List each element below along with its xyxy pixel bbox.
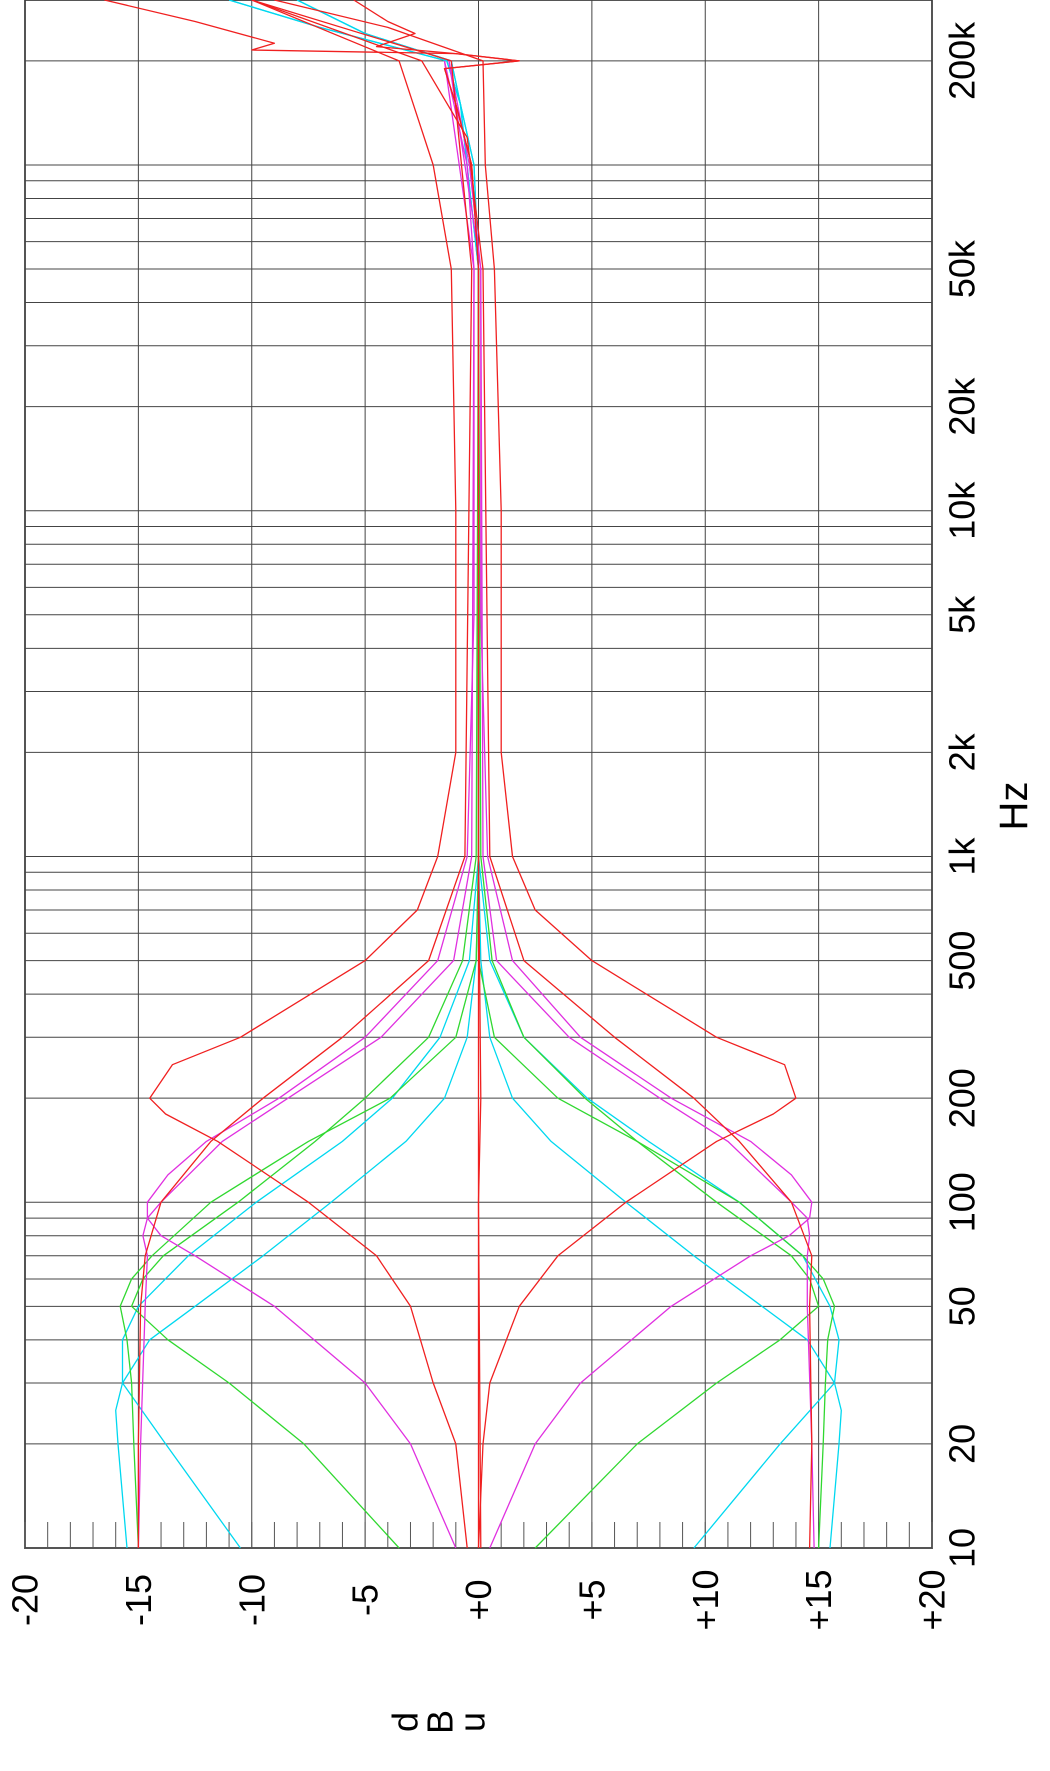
series-line-9 — [448, 60, 813, 1549]
y-tick-label: +0 — [458, 1579, 499, 1620]
y-tick-label: +5 — [571, 1579, 612, 1620]
series-line-13 — [274, 0, 797, 1549]
series-line-12 — [137, 60, 475, 1549]
y-tick-label: -20 — [5, 1574, 46, 1626]
y-axis-label-letter: u — [452, 1712, 493, 1732]
series-line-7 — [130, 269, 480, 1549]
minor-tick-marks — [24, 1522, 933, 1548]
x-tick-label: 2k — [942, 732, 983, 771]
series-line-16 — [137, 0, 473, 1548]
x-tick-label: 500 — [942, 931, 983, 991]
x-axis-tick-labels: 10 20 50 100 200 500 1k 2k 5k 10k 20k 50k 200k — [942, 21, 983, 1568]
y-tick-label: +15 — [798, 1569, 839, 1630]
series-line-5 — [477, 269, 820, 1549]
y-axis-label: dBu — [385, 1710, 493, 1734]
plot-area — [24, 0, 933, 1549]
x-tick-label: 50 — [942, 1286, 983, 1326]
x-tick-label: 50k — [942, 239, 983, 298]
x-tick-label: 1k — [942, 836, 983, 875]
y-axis-label-letter: B — [420, 1710, 461, 1734]
series-line-10 — [448, 60, 815, 1549]
y-tick-label: -15 — [118, 1574, 159, 1626]
y-tick-label: +20 — [912, 1569, 953, 1630]
x-tick-label: 200 — [942, 1068, 983, 1128]
y-axis-label-letter: d — [385, 1712, 426, 1732]
x-axis-label: Hz — [992, 782, 1036, 831]
series-line-15 — [149, 0, 468, 1549]
x-tick-label: 20 — [942, 1424, 983, 1464]
series-line-8 — [119, 269, 480, 1549]
x-tick-label: 5k — [942, 595, 983, 634]
y-tick-label: +10 — [685, 1569, 726, 1630]
x-tick-label: 10 — [942, 1528, 983, 1568]
y-tick-label: -10 — [231, 1574, 272, 1626]
x-tick-label: 20k — [942, 377, 983, 436]
series-layer — [104, 0, 842, 1549]
x-tick-label: 200k — [942, 21, 983, 100]
series-line-18 — [104, 0, 520, 1549]
x-tick-label: 100 — [942, 1172, 983, 1232]
x-tick-label: 10k — [942, 481, 983, 540]
y-tick-label: -5 — [345, 1584, 386, 1616]
series-line-4 — [121, 0, 480, 1549]
series-line-11 — [146, 60, 475, 1549]
series-line-6 — [477, 269, 836, 1549]
y-axis-tick-labels: +20 +15 +10 +5 +0 -5 -10 -15 -20 — [5, 1569, 953, 1630]
